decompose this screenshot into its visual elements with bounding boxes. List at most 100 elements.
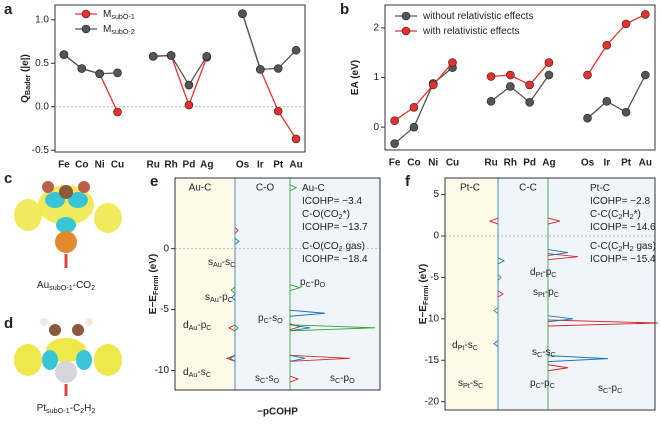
orbital-label-part: d bbox=[183, 367, 189, 378]
cohp-peak bbox=[289, 284, 302, 292]
orbital-label: sC-pC bbox=[598, 383, 622, 395]
cohp-peak bbox=[289, 309, 326, 317]
orbital-label-part: -s bbox=[197, 367, 205, 378]
cohp-peak bbox=[225, 354, 236, 362]
series-line bbox=[63, 54, 118, 75]
orbital-label-part: Au bbox=[189, 323, 198, 332]
plot-frame bbox=[54, 4, 306, 153]
orbital-label-part: C bbox=[228, 295, 233, 304]
orbital-label: dAu-sC bbox=[183, 367, 211, 379]
y-tick-label: 0 bbox=[163, 243, 169, 254]
icohp-text-part: ICOHP= −3.4 bbox=[302, 196, 362, 207]
cohp-peak bbox=[289, 354, 351, 362]
y-axis-label-part: Fermi bbox=[151, 275, 160, 295]
x-tick-label: Ir bbox=[603, 158, 610, 169]
point bbox=[238, 9, 247, 18]
orbital-label-part: C bbox=[335, 376, 340, 385]
orbital-label-part: C bbox=[478, 381, 483, 390]
panel-label: f bbox=[405, 173, 411, 190]
icohp-text: ICOHP= −13.7 bbox=[302, 222, 368, 233]
orbital-label-part: -p bbox=[545, 287, 554, 298]
point bbox=[486, 72, 496, 81]
point bbox=[77, 64, 87, 73]
y-tick-label: -5 bbox=[430, 272, 439, 283]
point bbox=[113, 68, 122, 78]
cohp-peak bbox=[227, 324, 236, 332]
orbital-label-part: Pt bbox=[536, 270, 543, 279]
cohp-peak bbox=[234, 227, 239, 234]
orbital-label-part: -p bbox=[542, 267, 551, 278]
icohp-text: Au-C bbox=[302, 183, 325, 194]
y-tick-label: -10 bbox=[155, 365, 170, 376]
icohp-text-part: 2 bbox=[339, 212, 343, 221]
icohp-text-part: 2 bbox=[339, 244, 343, 253]
orbital-label-part: d bbox=[183, 320, 189, 331]
column-title: C-O bbox=[256, 183, 275, 194]
icohp-text-part: ICOHP= −15.4 bbox=[590, 254, 656, 265]
point bbox=[184, 100, 194, 110]
series-line bbox=[241, 13, 297, 71]
orbital-label-part: -s bbox=[470, 378, 478, 389]
orbital-label-part: s bbox=[330, 373, 335, 384]
icohp-text-part: 2 bbox=[618, 244, 622, 253]
icohp-text: C-O(CO2*) bbox=[302, 209, 350, 221]
y-tick-label: 1 bbox=[373, 72, 379, 83]
orbital-label: sC-sC bbox=[532, 347, 556, 359]
cohp-peak bbox=[234, 324, 239, 332]
x-tick-label: Pd bbox=[183, 160, 196, 171]
series-line bbox=[491, 62, 550, 86]
legend-marker bbox=[401, 26, 411, 36]
orbital-label-part: -p bbox=[541, 378, 550, 389]
orbital-label: pC-pO bbox=[300, 277, 326, 289]
icohp-text-part: 2 bbox=[630, 244, 634, 253]
legend-marker bbox=[81, 24, 91, 34]
y-axis-label-part: Fermi bbox=[421, 285, 430, 305]
x-tick-label: Os bbox=[236, 160, 250, 171]
orbital-label-part: -p bbox=[219, 292, 228, 303]
series-line bbox=[63, 54, 119, 113]
x-tick-label: Co bbox=[75, 160, 88, 171]
series-line bbox=[587, 74, 646, 119]
orbital-label-part: Pt bbox=[458, 343, 465, 352]
plot-frame bbox=[444, 177, 656, 411]
orbital-label-part: p bbox=[258, 313, 264, 324]
orbital-label-part: C bbox=[206, 323, 211, 332]
column-bg bbox=[235, 178, 380, 390]
point bbox=[525, 80, 534, 90]
orbital-label-part: -p bbox=[608, 383, 617, 394]
orbital-label-part: s bbox=[598, 383, 603, 394]
cohp-peak bbox=[289, 354, 306, 362]
y-axis-label: E−EFermi (eV) bbox=[418, 264, 430, 324]
orbital-label-part: -s bbox=[269, 313, 277, 324]
y-axis-label-part: EA (eV) bbox=[350, 60, 361, 95]
series-line bbox=[153, 54, 208, 87]
structure-c bbox=[14, 181, 122, 268]
structure-name-part: Pt bbox=[37, 403, 47, 414]
orbital-label-part: p bbox=[530, 378, 536, 389]
icohp-text-part: H bbox=[622, 209, 629, 220]
orbital-label-part: s bbox=[532, 347, 537, 358]
x-tick-label: Ru bbox=[484, 158, 497, 169]
series-line bbox=[490, 74, 550, 104]
icohp-text-part: 2 bbox=[630, 212, 634, 221]
point bbox=[486, 97, 496, 106]
x-tick-label: Au bbox=[639, 158, 652, 169]
orbital-label: dPt-sC bbox=[452, 340, 478, 352]
y-tick-label: -0.5 bbox=[32, 145, 50, 156]
orbital-label-part: Pt bbox=[463, 381, 470, 390]
orbital-label-part: O bbox=[320, 280, 326, 289]
x-tick-label: Pt bbox=[273, 160, 284, 171]
orbital-label: pC-pC bbox=[530, 378, 555, 390]
legend-label-part: M bbox=[103, 24, 111, 35]
x-tick-label: Pt bbox=[621, 158, 632, 169]
point bbox=[583, 70, 592, 80]
icohp-text: ICOHP= −14.6 bbox=[590, 222, 656, 233]
orbital-label: pC-sO bbox=[258, 313, 283, 325]
orbital-label-part: -s bbox=[265, 373, 273, 384]
cohp-peak bbox=[289, 324, 376, 332]
orbital-label-part: s bbox=[255, 373, 260, 384]
orbital-label-part: -p bbox=[340, 373, 349, 384]
panel-label: d bbox=[4, 315, 13, 332]
x-tick-label: Fe bbox=[389, 158, 401, 169]
